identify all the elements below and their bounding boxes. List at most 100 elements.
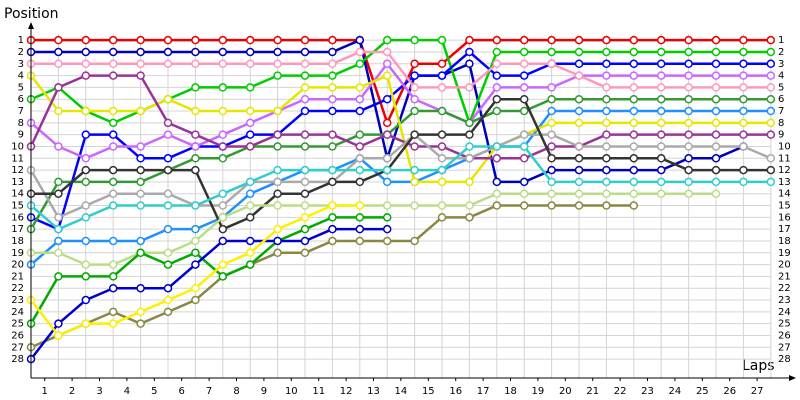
position-marker: [136, 47, 145, 57]
position-marker: [739, 118, 748, 128]
y-tick-label: 6: [18, 94, 24, 105]
x-tick-label: 13: [367, 386, 380, 397]
x-tick-label: 4: [124, 386, 130, 397]
position-marker: [547, 83, 556, 92]
position-marker: [574, 189, 584, 198]
position-marker: [328, 47, 337, 57]
position-marker: [711, 154, 721, 163]
y-tick-label: 13: [11, 177, 24, 188]
position-marker: [328, 130, 337, 139]
position-marker: [519, 177, 529, 187]
position-marker: [629, 154, 639, 163]
position-marker: [465, 59, 474, 69]
position-marker: [191, 83, 200, 92]
position-marker: [218, 59, 228, 69]
position-marker: [328, 71, 337, 80]
position-marker: [492, 106, 502, 116]
position-marker: [191, 260, 200, 269]
series-line: [30, 50, 771, 231]
position-marker: [465, 47, 474, 57]
position-marker: [410, 71, 419, 80]
position-marker: [218, 142, 228, 151]
position-marker: [81, 165, 91, 175]
position-marker: [300, 177, 310, 187]
position-marker: [519, 201, 529, 210]
position-marker: [602, 35, 611, 45]
position-marker: [437, 165, 447, 175]
position-marker: [245, 201, 255, 210]
position-marker: [328, 177, 337, 187]
position-marker: [739, 35, 748, 45]
position-marker: [547, 177, 556, 187]
position-marker: [191, 59, 200, 69]
y-tick-label: 20: [11, 260, 24, 271]
position-marker: [355, 142, 365, 151]
position-marker: [547, 130, 556, 139]
position-marker: [108, 201, 118, 210]
position-marker: [273, 248, 282, 258]
position-marker: [355, 47, 365, 57]
position-marker: [437, 142, 447, 151]
position-marker: [684, 35, 693, 45]
series-line: [31, 192, 717, 266]
position-marker: [519, 59, 529, 69]
x-tick-label: 26: [723, 386, 736, 397]
y-tick-label: 21: [11, 271, 24, 282]
position-marker: [355, 236, 365, 246]
position-marker: [355, 94, 365, 104]
position-marker: [574, 201, 584, 210]
position-marker: [328, 236, 337, 246]
position-marker: [547, 142, 556, 151]
position-marker: [81, 201, 91, 210]
position-marker: [108, 319, 118, 328]
y-tick-label: 23: [11, 295, 24, 306]
y-tick-label-right: 27: [778, 342, 791, 353]
position-marker: [492, 47, 502, 57]
position-marker: [191, 47, 200, 57]
position-marker: [136, 35, 145, 45]
position-marker: [574, 59, 584, 69]
position-marker: [739, 165, 748, 175]
position-marker: [382, 236, 392, 246]
y-tick-label-right: 24: [778, 307, 791, 318]
position-marker: [382, 59, 392, 69]
position-marker: [54, 213, 63, 222]
position-marker: [547, 35, 556, 45]
position-marker: [54, 272, 63, 281]
position-marker: [739, 177, 748, 187]
position-marker: [273, 189, 282, 198]
position-marker: [108, 142, 118, 151]
position-marker: [437, 35, 447, 45]
position-marker: [136, 177, 145, 187]
position-marker: [108, 35, 118, 45]
position-marker: [191, 248, 200, 258]
position-marker: [163, 283, 173, 293]
position-marker: [328, 142, 337, 151]
position-marker: [163, 248, 173, 258]
position-marker: [766, 130, 776, 139]
position-marker: [81, 106, 91, 116]
position-marker: [465, 201, 474, 210]
position-marker: [382, 213, 392, 222]
position-marker: [245, 35, 255, 45]
position-marker: [766, 106, 776, 116]
position-marker: [739, 47, 748, 57]
position-marker: [711, 35, 721, 45]
position-marker: [163, 165, 173, 175]
position-marker: [410, 83, 419, 92]
position-marker: [656, 35, 666, 45]
position-marker: [273, 47, 282, 57]
position-marker: [81, 130, 91, 139]
x-tick-label: 5: [151, 386, 157, 397]
position-marker: [218, 201, 228, 210]
position-marker: [711, 189, 721, 198]
x-tick-label: 10: [285, 386, 298, 397]
position-marker: [163, 47, 173, 57]
position-marker: [574, 47, 584, 57]
position-marker: [711, 130, 721, 139]
position-marker: [191, 224, 200, 234]
x-tick-label: 8: [233, 386, 239, 397]
position-marker: [547, 201, 556, 210]
position-marker: [355, 165, 365, 175]
position-marker: [684, 130, 693, 139]
